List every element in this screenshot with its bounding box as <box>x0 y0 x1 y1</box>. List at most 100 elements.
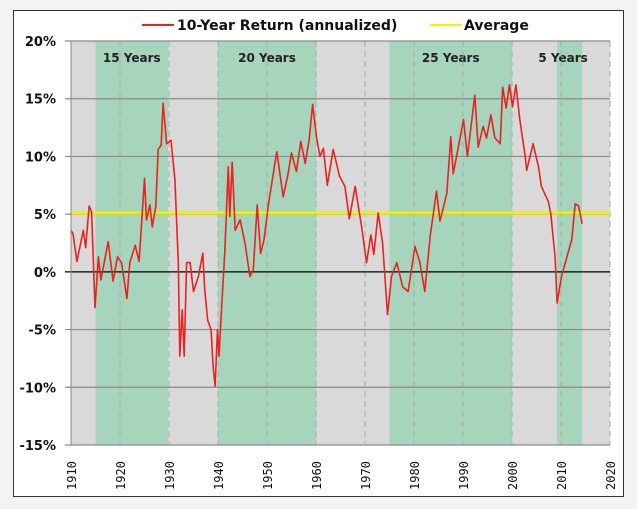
data-point <box>348 218 350 220</box>
data-point <box>300 140 302 143</box>
data-point <box>547 200 549 203</box>
data-point <box>466 155 469 158</box>
x-tick-label: 1950 <box>261 461 275 490</box>
data-point <box>120 262 123 264</box>
band-label: 15 Years <box>103 51 161 65</box>
data-point <box>189 262 191 264</box>
x-tick-label: 1970 <box>359 461 373 490</box>
data-point <box>407 290 409 293</box>
data-point <box>204 289 206 291</box>
data-point <box>566 256 568 258</box>
data-point <box>414 245 416 248</box>
y-tick-label: 20% <box>25 35 56 50</box>
data-point <box>181 309 183 311</box>
data-point <box>216 328 219 331</box>
data-point <box>229 215 231 218</box>
data-point <box>338 175 341 177</box>
data-point <box>462 118 465 121</box>
data-point <box>282 196 284 198</box>
data-point <box>574 203 576 205</box>
data-point <box>540 185 543 188</box>
data-point <box>214 385 216 387</box>
data-point <box>508 84 511 86</box>
data-point <box>477 146 479 148</box>
y-tick-label: -15% <box>19 439 56 454</box>
data-point <box>319 155 321 158</box>
data-point <box>76 260 78 263</box>
data-point <box>157 148 159 151</box>
data-point <box>272 175 274 177</box>
data-point <box>260 252 262 254</box>
y-tick-label: 5% <box>34 208 56 223</box>
data-point <box>210 328 212 331</box>
data-point <box>505 107 507 109</box>
data-point <box>112 280 114 282</box>
y-tick-label: 10% <box>25 150 56 165</box>
data-point <box>151 226 153 228</box>
data-point <box>532 143 534 145</box>
data-point <box>224 249 226 251</box>
data-point <box>419 262 421 264</box>
data-point <box>571 238 573 241</box>
x-tick-label: 2010 <box>555 461 569 490</box>
axes: 1910 1920 1930 1940 1950 1960 1970 1980 1990 2000… <box>19 35 618 490</box>
x-tick-label: 1940 <box>212 461 226 490</box>
x-tick-label: 1990 <box>457 461 471 490</box>
x-tick-label: 1980 <box>408 461 422 490</box>
data-point <box>354 185 356 188</box>
x-tick-label: 1920 <box>114 461 128 490</box>
data-point <box>370 234 372 236</box>
data-point <box>160 144 162 146</box>
data-point <box>207 319 209 321</box>
data-point <box>85 247 87 249</box>
data-point <box>179 355 181 357</box>
data-point <box>129 262 131 264</box>
data-point <box>365 262 368 264</box>
data-point <box>537 166 540 168</box>
y-tick-label: 15% <box>25 93 56 108</box>
data-point <box>526 169 528 171</box>
data-point <box>249 275 251 278</box>
data-point <box>170 139 172 141</box>
data-point <box>234 229 236 231</box>
data-point <box>402 286 404 288</box>
data-point <box>267 203 270 205</box>
data-point <box>244 242 246 244</box>
data-point <box>177 262 179 264</box>
data-point <box>256 204 258 206</box>
data-point <box>107 241 109 243</box>
y-tick-label: 0% <box>34 266 56 281</box>
data-point <box>550 212 552 214</box>
data-point <box>97 256 100 258</box>
data-point <box>138 260 140 263</box>
data-point <box>263 238 265 241</box>
data-point <box>231 161 233 163</box>
data-point <box>390 275 393 278</box>
data-point <box>373 253 375 256</box>
band-label: 5 Years <box>538 51 587 65</box>
data-point <box>524 155 526 158</box>
data-point <box>287 173 289 175</box>
data-point <box>290 152 293 154</box>
data-point <box>126 297 128 300</box>
data-point <box>474 94 476 96</box>
data-point <box>326 184 328 186</box>
data-point <box>183 355 185 357</box>
y-tick-label: -5% <box>29 324 56 339</box>
data-point <box>499 143 501 145</box>
data-point <box>578 205 580 207</box>
data-point <box>344 185 346 188</box>
data-point <box>560 275 563 278</box>
band-0 <box>95 41 169 445</box>
data-point <box>515 84 517 86</box>
data-point <box>149 204 151 206</box>
band-2 <box>389 41 512 445</box>
data-point <box>221 302 223 304</box>
bands: 15 Years 20 Years 25 Years 5 Years <box>71 41 610 445</box>
data-point <box>502 86 504 88</box>
band-label: 25 Years <box>422 51 480 65</box>
data-point <box>446 192 448 194</box>
data-point <box>450 136 452 138</box>
data-point <box>72 233 74 235</box>
